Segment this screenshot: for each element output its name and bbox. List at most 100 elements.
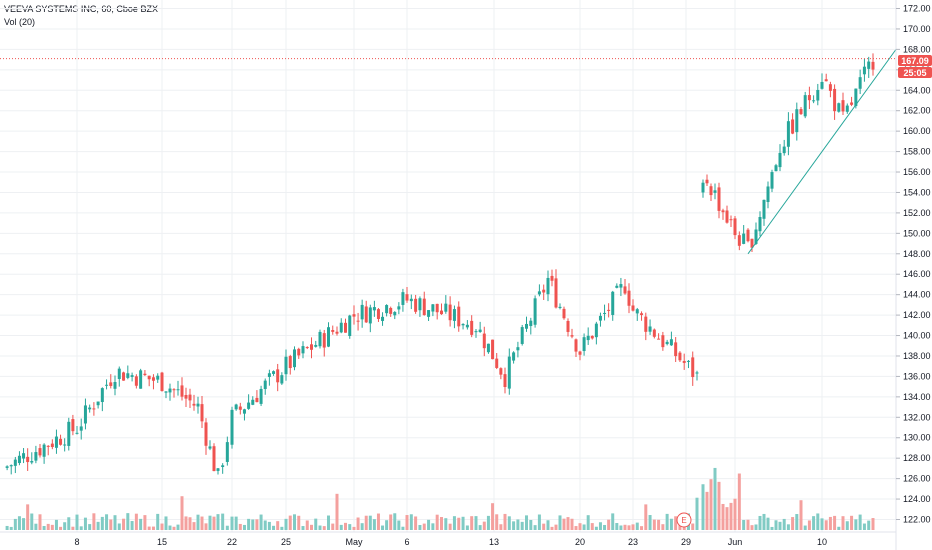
volume-bar <box>393 513 397 530</box>
volume-bar <box>440 517 443 530</box>
candle-body <box>255 397 259 403</box>
candle-body <box>284 356 288 375</box>
candle-body <box>803 95 807 117</box>
volume-bars <box>5 467 875 530</box>
candle-body <box>867 61 871 69</box>
volume-bar <box>570 518 574 530</box>
candle-body <box>156 375 160 380</box>
volume-bar <box>665 513 669 530</box>
candle-body <box>457 306 461 327</box>
volume-bar <box>470 516 474 530</box>
volume-bar <box>46 523 50 530</box>
candle-body <box>770 172 774 189</box>
candle-body <box>238 406 242 410</box>
volume-bar <box>431 523 435 530</box>
volume-bar <box>619 525 623 530</box>
y-tick-label: 134.00 <box>903 392 931 402</box>
volume-bar <box>356 517 360 530</box>
volume-bar <box>725 507 729 530</box>
volume-bar <box>293 514 296 530</box>
candle-body <box>405 294 409 301</box>
candle-body <box>520 327 524 344</box>
volume-bar <box>352 526 356 530</box>
volume-bar <box>134 513 138 530</box>
candle-body <box>331 329 335 332</box>
time-axis[interactable]: 8 15 22 25 May 6 13 20 23 29 Jun 10 <box>74 537 827 547</box>
y-tick-label: 124.00 <box>903 494 931 504</box>
candle-body <box>13 459 17 466</box>
candle-body <box>26 456 30 463</box>
candle-body <box>786 121 790 147</box>
candle-body <box>812 100 816 102</box>
volume-bar <box>774 520 778 530</box>
volume-bar <box>691 523 695 530</box>
candle-body <box>713 190 717 193</box>
volume-bar <box>71 526 75 530</box>
earnings-marker[interactable]: E <box>676 512 692 528</box>
candle-body <box>38 448 42 456</box>
x-tick-label: 22 <box>227 537 237 547</box>
volume-bar <box>562 518 566 530</box>
volume-bar <box>594 526 598 530</box>
candle-body <box>230 409 234 445</box>
candle-body <box>204 422 208 446</box>
volume-bar <box>482 521 486 530</box>
candle-body <box>50 443 54 448</box>
volume-bar <box>717 481 721 530</box>
candle-body <box>440 310 443 315</box>
volume-bar <box>762 513 766 530</box>
volume-bar <box>26 504 30 530</box>
x-tick-label: 10 <box>817 537 827 547</box>
volume-bar <box>807 520 811 530</box>
volume-bar <box>427 519 431 530</box>
volume-bar <box>54 519 58 530</box>
candle-body <box>427 310 431 317</box>
volume-bar <box>529 519 533 530</box>
candle-body <box>88 407 92 410</box>
candle-body <box>542 289 546 293</box>
last-price-tag-bg <box>898 55 932 66</box>
candle-body <box>791 119 795 134</box>
volume-bar <box>208 515 212 530</box>
volume-bar <box>339 524 343 530</box>
candle-body <box>640 313 644 316</box>
candle-body <box>631 305 635 311</box>
candle-body <box>862 66 866 75</box>
candle-body <box>368 307 372 324</box>
volume-bar <box>705 491 709 530</box>
volume-bar <box>17 516 21 530</box>
volume-bar <box>491 503 495 530</box>
x-tick-label: Jun <box>728 537 743 547</box>
candle-body <box>196 403 200 407</box>
candle-body <box>582 337 586 352</box>
candle-body <box>695 372 699 374</box>
volume-bar <box>850 515 854 530</box>
price-axis[interactable]: 122.00 124.00 126.00 128.00 130.00 132.00 134.… <box>896 4 931 525</box>
volume-bar <box>9 526 13 530</box>
volume-bar <box>113 515 117 530</box>
candle-body <box>134 376 138 386</box>
volume-bar <box>615 523 619 530</box>
candle-body <box>586 335 590 341</box>
x-tick-label: 6 <box>404 537 409 547</box>
volume-bar <box>816 513 820 530</box>
candle-body <box>737 235 741 246</box>
candle-body <box>188 394 192 401</box>
volume-indicator-label[interactable]: Vol (20) <box>4 17 36 27</box>
candle-body <box>176 389 180 391</box>
candle-body <box>590 335 594 339</box>
volume-bar <box>841 516 845 530</box>
volume-bar <box>833 515 837 530</box>
candle-body <box>558 306 562 308</box>
candle-body <box>778 152 782 168</box>
candle-body <box>754 229 758 244</box>
volume-bar <box>92 513 96 530</box>
volume-bar <box>422 523 426 530</box>
trendline[interactable] <box>747 49 897 255</box>
candle-body <box>837 103 841 112</box>
candle-body <box>828 84 832 91</box>
volume-bar <box>105 514 109 530</box>
y-tick-label: 136.00 <box>903 371 931 381</box>
y-tick-label: 132.00 <box>903 412 931 422</box>
